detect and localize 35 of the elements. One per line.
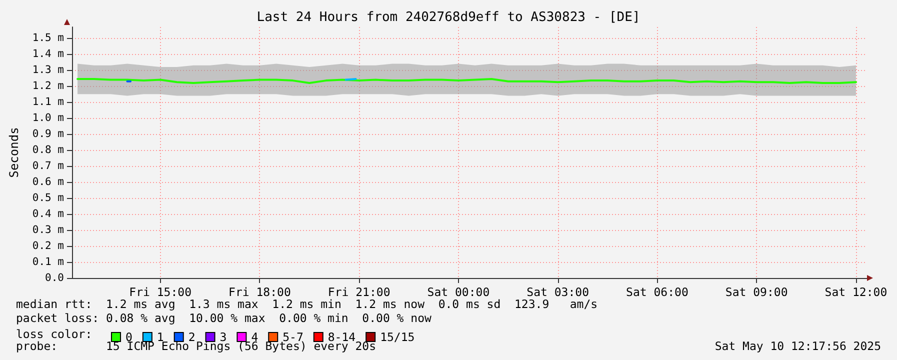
x-tick-label: Sat 12:00	[824, 285, 888, 299]
y-tick-label: 0.6 m	[32, 176, 64, 188]
text: median rtt: 1.2 ms avg 1.3 ms max 1.2 ms min 1.2 ms now 0.0 ms sd 123.9 am/s	[16, 297, 598, 311]
y-tick-label: 0.9 m	[32, 128, 64, 140]
y-tick-label: 1.3 m	[32, 64, 64, 76]
legend-title: loss color:	[16, 327, 92, 341]
y-axis-title: Seconds	[7, 127, 21, 178]
text: Sat May 10 12:17:56 2025	[714, 339, 881, 353]
x-tick-label: Fri 15:00	[129, 285, 192, 299]
y-tick-label: 0.0	[45, 272, 64, 284]
chart-title: Last 24 Hours from 2402768d9eff to AS30823 - [DE]	[256, 10, 640, 25]
x-tick-label: Sat 06:00	[626, 285, 688, 299]
x-tick-label: Sat 00:00	[427, 285, 490, 299]
legend-label: 15/15	[380, 330, 415, 344]
legend-label: 3	[220, 330, 227, 344]
y-tick-label: 0.2 m	[32, 240, 64, 252]
x-tick-label: Fri 21:00	[328, 285, 390, 299]
legend-label: 2	[188, 330, 196, 344]
y-tick-label: 1.0 m	[32, 112, 64, 124]
text: packet loss: 0.08 % avg 10.00 % max 0.00 % min 0.00 % now	[16, 311, 432, 325]
y-tick-label: 0.5 m	[32, 192, 64, 204]
y-tick-label: 0.7 m	[32, 160, 64, 172]
y-tick-label: 0.3 m	[32, 224, 64, 236]
x-tick-label: Sat 03:00	[526, 285, 590, 299]
y-tick-label: 0.8 m	[32, 144, 64, 156]
y-tick-label: 1.4 m	[32, 48, 64, 60]
legend-label: 1	[156, 330, 164, 344]
y-tick-label: 1.5 m	[32, 32, 64, 44]
x-tick-label: Fri 18:00	[228, 285, 291, 299]
y-tick-label: 0.4 m	[32, 208, 64, 220]
legend-label: 8-14	[328, 330, 356, 344]
y-tick-label: 0.1 m	[32, 256, 64, 268]
y-tick-label: 1.1 m	[32, 96, 64, 108]
x-tick-label: Sat 09:00	[725, 285, 788, 299]
y-tick-label: 1.2 m	[32, 80, 64, 92]
